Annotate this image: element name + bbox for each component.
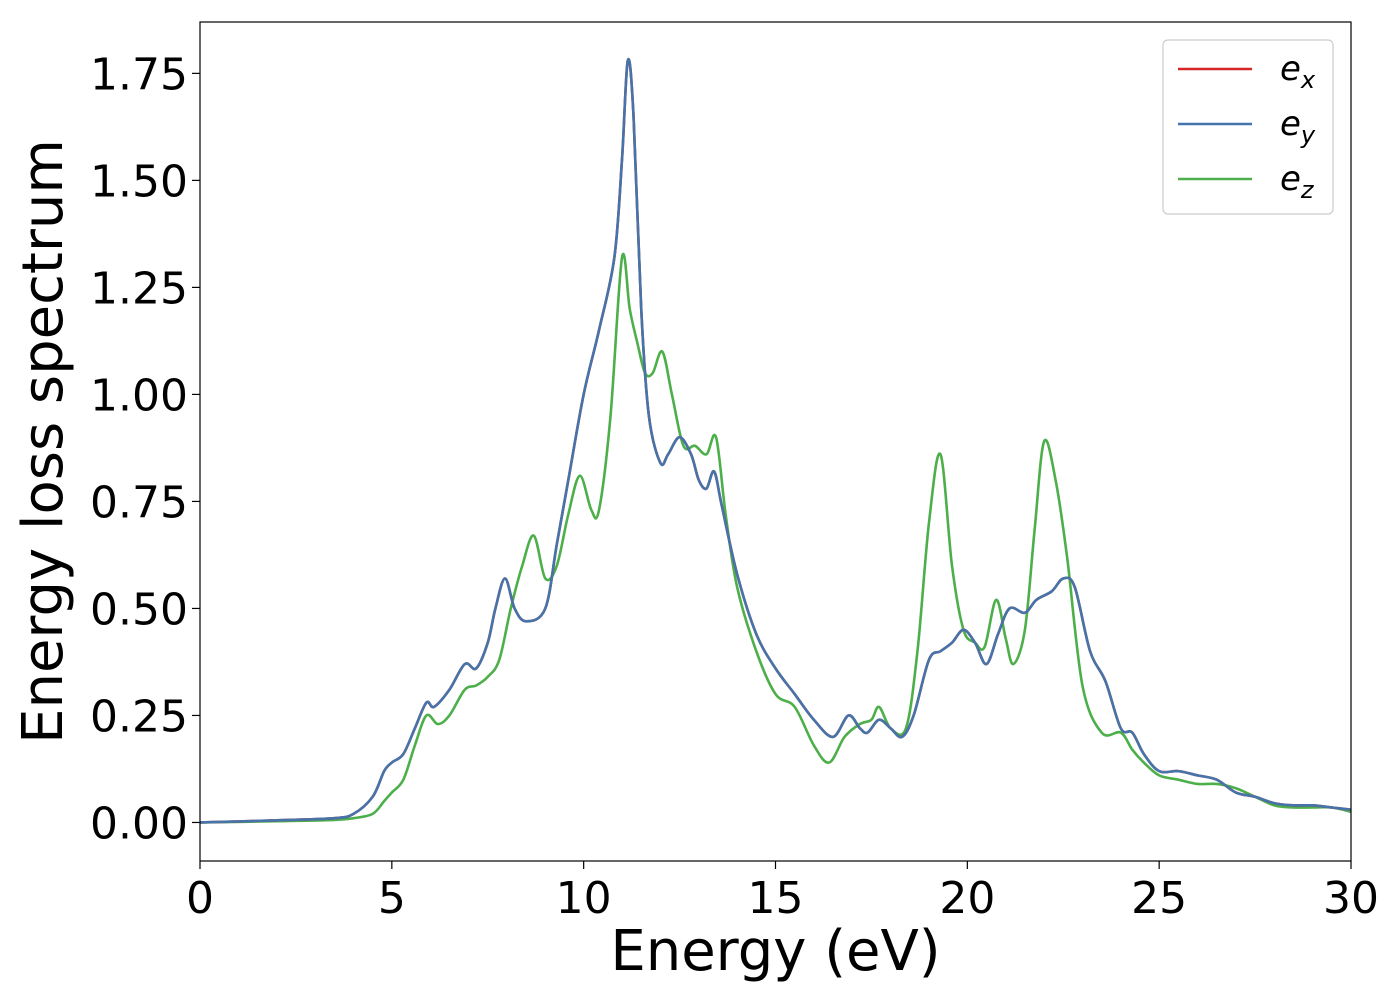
- y-tick-label: 1.50: [90, 156, 188, 207]
- legend-label-sub: z: [1300, 176, 1315, 204]
- y-tick-label: 1.00: [90, 370, 188, 421]
- y-tick-label: 0.00: [90, 798, 188, 849]
- series-line-e_y: [199, 57, 1352, 824]
- legend-label-sub: x: [1300, 66, 1316, 94]
- y-tick-label: 0.50: [90, 584, 188, 635]
- legend-label-sub: y: [1300, 121, 1316, 149]
- x-axis-label: Energy (eV): [610, 919, 940, 984]
- legend-label-e_x: ex: [1280, 49, 1316, 94]
- x-tick-label: 0: [186, 873, 214, 924]
- legend-label-base: e: [1280, 49, 1301, 89]
- series-layer: [199, 57, 1352, 824]
- y-tick-label: 1.25: [90, 263, 188, 314]
- x-axis: 0 5 10 15 20 25 30: [186, 861, 1379, 924]
- x-tick-label: 30: [1323, 873, 1379, 924]
- y-axis: 0.00 0.25 0.50 0.75 1.00 1.25 1.50 1.75: [90, 49, 200, 849]
- x-tick-label: 5: [378, 873, 406, 924]
- x-tick-label: 20: [939, 873, 995, 924]
- y-tick-label: 0.75: [90, 477, 188, 528]
- y-tick-label: 1.75: [90, 49, 188, 100]
- legend-label-e_y: ey: [1280, 104, 1316, 149]
- x-tick-label: 10: [556, 873, 612, 924]
- legend-box: [1162, 39, 1334, 215]
- legend-label-e_z: ez: [1280, 159, 1315, 204]
- legend-label-base: e: [1280, 104, 1301, 144]
- y-tick-label: 0.25: [90, 691, 188, 742]
- legend-label-base: e: [1280, 159, 1301, 199]
- x-tick-label: 25: [1131, 873, 1187, 924]
- y-axis-label: Energy loss spectrum: [11, 139, 76, 744]
- x-tick-label: 15: [748, 873, 804, 924]
- series-line-e_z: [199, 252, 1352, 824]
